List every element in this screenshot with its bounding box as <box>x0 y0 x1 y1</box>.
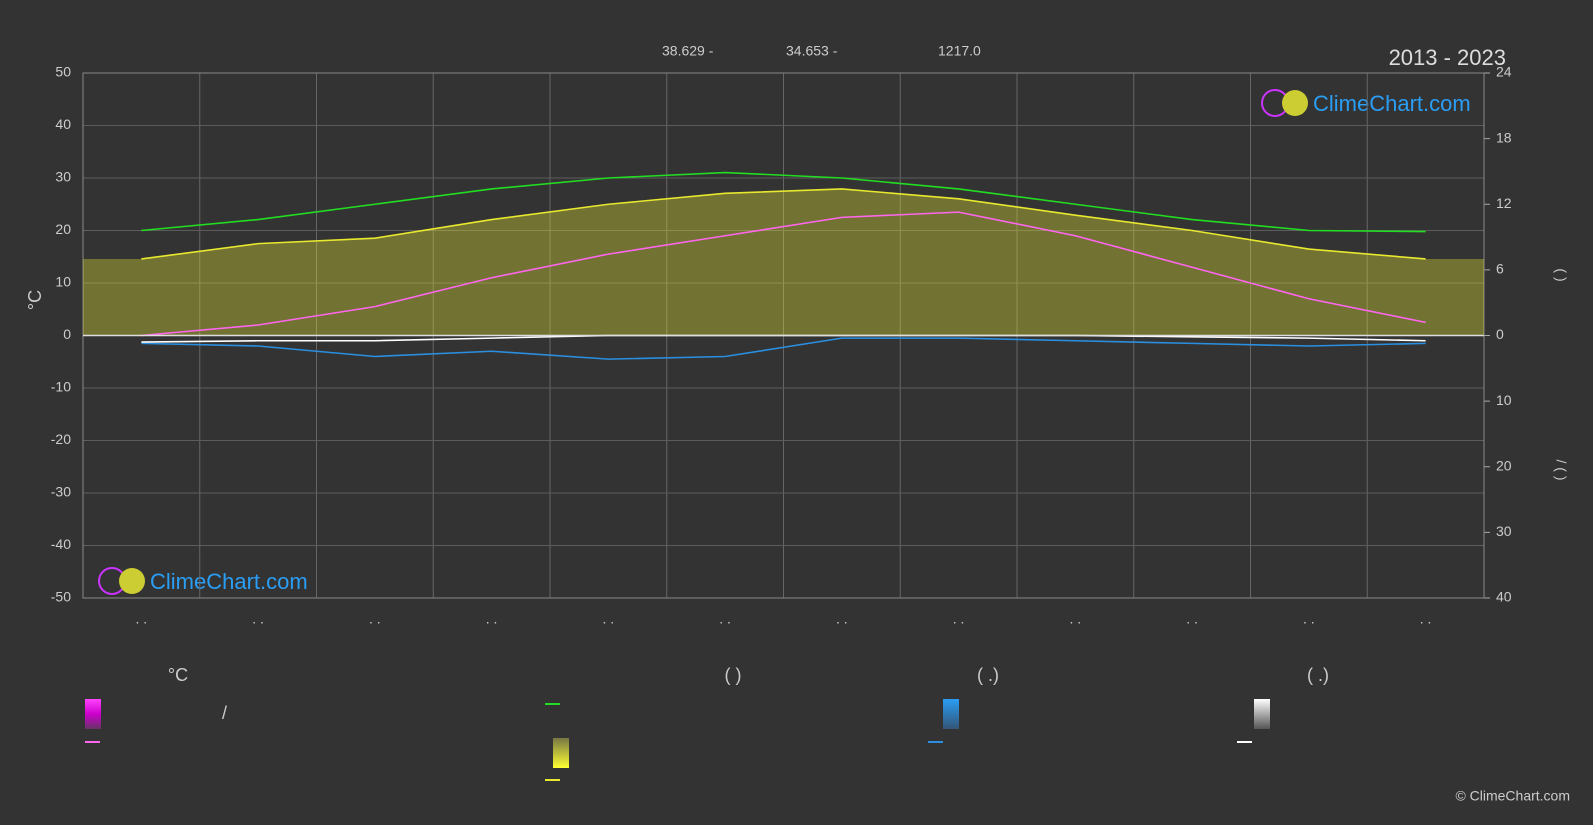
y2-tick-label: 6 <box>1496 261 1504 277</box>
x-tick-label: . . <box>603 611 615 627</box>
logo-text: ClimeChart.com <box>150 569 308 594</box>
y2-tick-label: 0 <box>1496 326 1504 342</box>
series-line <box>141 171 1426 233</box>
series-line <box>141 211 1426 337</box>
stat: 38.629 - <box>662 43 714 59</box>
x-tick-label: . . <box>136 611 148 627</box>
series-line <box>141 188 1426 260</box>
y-tick-label: -40 <box>51 536 71 552</box>
x-tick-label: . . <box>486 611 498 627</box>
logo-top: ClimeChart.com <box>1261 89 1471 117</box>
x-tick-label: . . <box>1186 611 1198 627</box>
stat: 34.653 - <box>786 43 838 59</box>
y3-axis-label: / ( ) <box>1553 460 1569 481</box>
copyright: © ClimeChart.com <box>1455 788 1570 804</box>
sunshine-area <box>83 188 1484 336</box>
y-axis-label: °C <box>25 290 45 310</box>
legend-header: ( ) <box>725 665 742 685</box>
legend-swatch <box>553 738 569 768</box>
y-tick-label: 0 <box>63 326 71 342</box>
y-tick-label: 20 <box>55 221 71 237</box>
logo-bottom: ClimeChart.com <box>98 567 308 595</box>
legend-swatch <box>943 699 959 729</box>
y-tick-label: -30 <box>51 484 71 500</box>
x-tick-label: . . <box>369 611 381 627</box>
y3-tick-label: 10 <box>1496 392 1512 408</box>
legend-swatch <box>85 699 101 729</box>
y3-tick-label: 20 <box>1496 457 1512 473</box>
x-tick-label: . . <box>719 611 731 627</box>
y2-tick-label: 18 <box>1496 129 1512 145</box>
y2-tick-label: 24 <box>1496 64 1512 80</box>
y-tick-label: 30 <box>55 169 71 185</box>
legend-header: ( .) <box>1307 665 1329 685</box>
legend-text: / <box>222 703 227 723</box>
y-tick-label: 50 <box>55 64 71 80</box>
y3-tick-label: 30 <box>1496 523 1512 539</box>
y-tick-label: 10 <box>55 274 71 290</box>
legend-header: °C <box>168 665 188 685</box>
y-tick-label: -20 <box>51 431 71 447</box>
stat: 1217.0 <box>938 43 981 59</box>
y2-tick-label: 12 <box>1496 195 1512 211</box>
chart-title: 2013 - 2023 <box>1389 45 1506 70</box>
legend-swatch <box>1254 699 1270 729</box>
x-tick-label: . . <box>1070 611 1082 627</box>
legend-header: ( .) <box>977 665 999 685</box>
y-tick-label: -50 <box>51 589 71 605</box>
y3-tick-label: 40 <box>1496 589 1512 605</box>
y2-axis-label: ( ) <box>1553 268 1569 281</box>
x-tick-label: . . <box>1420 611 1432 627</box>
x-tick-label: . . <box>252 611 264 627</box>
x-tick-label: . . <box>836 611 848 627</box>
y-tick-label: -10 <box>51 379 71 395</box>
x-tick-label: . . <box>1303 611 1315 627</box>
logo-text: ClimeChart.com <box>1313 91 1471 116</box>
y-tick-label: 40 <box>55 116 71 132</box>
x-tick-label: . . <box>953 611 965 627</box>
series-line <box>141 337 1426 360</box>
